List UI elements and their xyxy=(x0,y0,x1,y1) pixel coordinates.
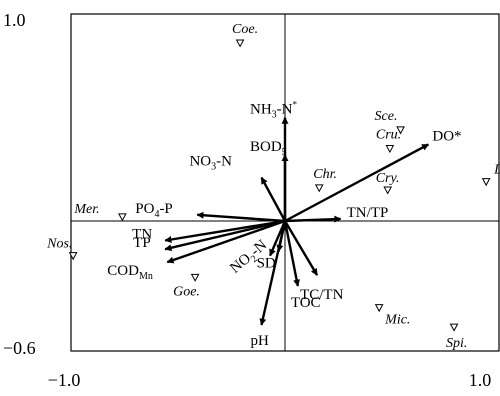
env-variable-label: NH3-N* xyxy=(250,100,298,121)
y-max-tick-label: 1.0 xyxy=(3,10,26,30)
env-variable-label: SD xyxy=(257,255,276,271)
env-variable-label: DO* xyxy=(432,128,461,144)
env-variable-label: TN xyxy=(132,227,152,243)
env-variable-label: NO3-N xyxy=(189,154,232,173)
species-label: Cru. xyxy=(376,128,401,143)
env-variable-label: TOC xyxy=(291,295,321,311)
env-variable-label: CODMn xyxy=(107,263,153,282)
species-marker xyxy=(68,252,78,261)
x-max-tick-label: 1.0 xyxy=(469,370,492,390)
species-label: Chr. xyxy=(313,167,337,182)
env-arrow xyxy=(196,211,286,223)
species-label: Nos. xyxy=(46,237,72,252)
env-variable-label: BOD5 xyxy=(250,139,287,158)
env-arrow xyxy=(259,220,287,326)
env-arrow xyxy=(284,143,429,223)
species-marker xyxy=(396,126,405,135)
env-variable-label: TC/TN xyxy=(300,287,343,303)
species-marker xyxy=(374,304,384,313)
env-arrow xyxy=(260,176,287,222)
species-marker xyxy=(118,213,127,222)
species-label: Coe. xyxy=(232,22,258,37)
species-label: Spi. xyxy=(446,336,467,351)
env-arrow xyxy=(283,220,301,287)
env-variable-label: PO4-P xyxy=(135,201,173,220)
species-label: Dim. xyxy=(493,163,500,178)
species-label: Sce. xyxy=(375,109,398,124)
species-points: Coe. Sce. Cru. Chr. Cry. Dim. Mer. Nos. Goe. Mic.… xyxy=(46,22,500,351)
species-label: Mic. xyxy=(384,313,410,328)
species-marker xyxy=(383,186,393,195)
species-marker xyxy=(190,273,200,282)
env-arrow xyxy=(166,219,286,264)
env-variable-label: TP xyxy=(133,235,151,251)
env-variable-label: pH xyxy=(250,333,269,349)
env-arrow xyxy=(284,215,342,223)
species-marker xyxy=(314,184,324,193)
species-marker xyxy=(449,323,459,332)
env-arrow xyxy=(164,219,286,243)
y-min-tick-label: −0.6 xyxy=(3,338,36,358)
x-min-tick-label: −1.0 xyxy=(48,370,81,390)
species-label: Cry. xyxy=(376,171,400,186)
env-arrow xyxy=(164,219,286,252)
species-label: Mer. xyxy=(73,202,99,217)
env-arrow xyxy=(283,220,319,276)
species-marker xyxy=(385,145,395,154)
species-marker xyxy=(235,39,245,48)
species-label: Goe. xyxy=(173,284,200,299)
env-variable-label: TN/TP xyxy=(347,205,389,221)
species-marker xyxy=(481,178,491,187)
